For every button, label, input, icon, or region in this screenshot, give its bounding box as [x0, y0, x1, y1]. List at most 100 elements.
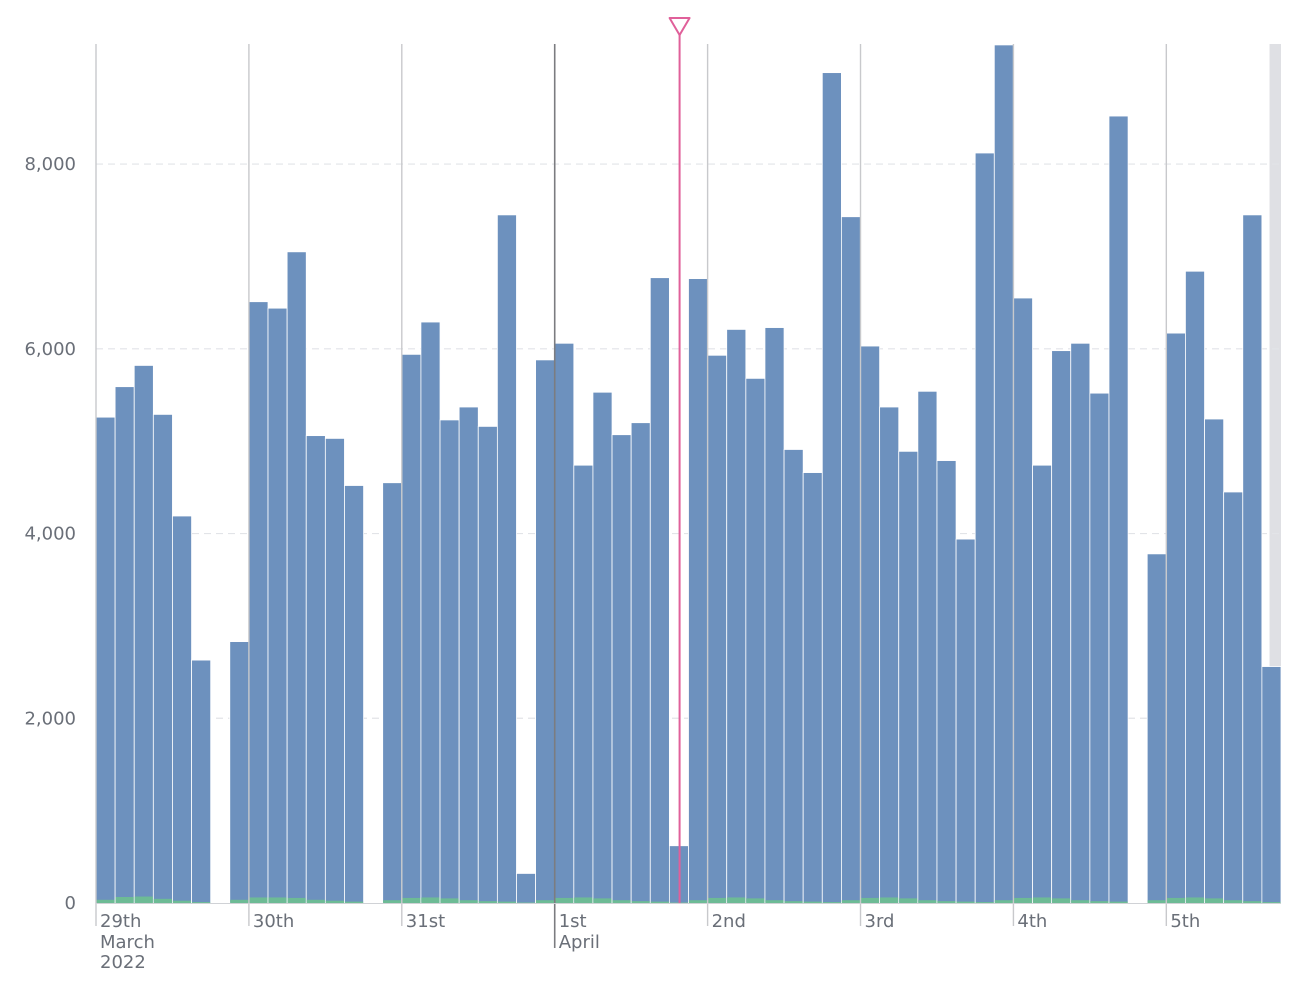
bar-secondary[interactable]: [1090, 901, 1108, 903]
bar-primary[interactable]: [765, 328, 784, 903]
bar-secondary[interactable]: [918, 900, 936, 903]
bar-primary[interactable]: [516, 873, 535, 903]
bar-secondary[interactable]: [402, 898, 420, 903]
bar-primary[interactable]: [822, 73, 841, 903]
bar-secondary[interactable]: [116, 897, 134, 903]
bar-primary[interactable]: [708, 355, 727, 903]
bar-secondary[interactable]: [230, 900, 248, 903]
bar-secondary[interactable]: [804, 902, 822, 903]
bar-primary[interactable]: [325, 438, 344, 903]
bar-secondary[interactable]: [784, 901, 802, 903]
bar-secondary[interactable]: [536, 900, 554, 903]
bar-secondary[interactable]: [1033, 897, 1051, 903]
bar-secondary[interactable]: [1071, 900, 1089, 903]
bar-secondary[interactable]: [1262, 902, 1280, 903]
bar-secondary[interactable]: [842, 900, 860, 903]
bar-primary[interactable]: [1224, 492, 1243, 903]
bar-secondary[interactable]: [823, 902, 841, 903]
bar-primary[interactable]: [421, 322, 440, 903]
bar-primary[interactable]: [1033, 465, 1052, 903]
bar-primary[interactable]: [1109, 116, 1128, 903]
bar-secondary[interactable]: [1224, 900, 1242, 903]
bar-primary[interactable]: [899, 451, 918, 903]
time-marker-handle-icon[interactable]: [670, 18, 690, 35]
bar-primary[interactable]: [344, 486, 363, 903]
bar-secondary[interactable]: [498, 902, 516, 903]
bar-primary[interactable]: [956, 539, 975, 903]
bar-secondary[interactable]: [899, 898, 917, 903]
bar-primary[interactable]: [631, 423, 650, 903]
bar-secondary[interactable]: [651, 902, 669, 903]
bar-secondary[interactable]: [192, 902, 210, 903]
bar-primary[interactable]: [650, 278, 669, 903]
bar-primary[interactable]: [96, 417, 115, 903]
bar-secondary[interactable]: [1014, 898, 1032, 903]
bar-secondary[interactable]: [154, 899, 172, 903]
bar-secondary[interactable]: [249, 897, 267, 903]
bar-primary[interactable]: [841, 217, 860, 903]
bar-primary[interactable]: [861, 346, 880, 903]
bar-primary[interactable]: [689, 279, 708, 903]
bar-primary[interactable]: [1166, 333, 1185, 903]
bar-secondary[interactable]: [956, 902, 974, 903]
bar-secondary[interactable]: [173, 901, 191, 903]
bar-primary[interactable]: [268, 308, 287, 903]
bar-primary[interactable]: [1071, 343, 1090, 903]
bar-secondary[interactable]: [689, 900, 707, 903]
bar-primary[interactable]: [994, 45, 1013, 903]
bar-primary[interactable]: [784, 449, 803, 903]
bar-secondary[interactable]: [1186, 897, 1204, 903]
bar-primary[interactable]: [287, 252, 306, 903]
bar-primary[interactable]: [746, 378, 765, 903]
bar-primary[interactable]: [803, 473, 822, 903]
bar-secondary[interactable]: [612, 900, 630, 903]
bar-secondary[interactable]: [632, 901, 650, 903]
bar-primary[interactable]: [306, 436, 325, 903]
bar-primary[interactable]: [574, 465, 593, 903]
bar-primary[interactable]: [192, 660, 211, 903]
bar-secondary[interactable]: [861, 898, 879, 903]
bar-secondary[interactable]: [746, 898, 764, 903]
bar-secondary[interactable]: [1243, 901, 1261, 903]
bar-secondary[interactable]: [268, 897, 286, 903]
bar-secondary[interactable]: [440, 898, 458, 903]
bar-primary[interactable]: [230, 642, 249, 903]
bar-secondary[interactable]: [1109, 902, 1127, 903]
bar-secondary[interactable]: [1205, 898, 1223, 903]
bar-primary[interactable]: [459, 407, 478, 903]
bar-primary[interactable]: [134, 365, 153, 903]
bar-primary[interactable]: [1013, 298, 1032, 903]
bar-secondary[interactable]: [421, 897, 439, 903]
bar-secondary[interactable]: [288, 898, 306, 903]
bar-secondary[interactable]: [1052, 898, 1070, 903]
bar-secondary[interactable]: [976, 902, 994, 903]
bar-secondary[interactable]: [326, 901, 344, 903]
bar-primary[interactable]: [880, 407, 899, 903]
bar-primary[interactable]: [172, 516, 191, 903]
bar-secondary[interactable]: [460, 900, 478, 903]
bar-primary[interactable]: [1262, 667, 1281, 903]
bar-secondary[interactable]: [765, 900, 783, 903]
bar-primary[interactable]: [1147, 554, 1166, 903]
bar-primary[interactable]: [440, 420, 459, 903]
bar-secondary[interactable]: [1148, 900, 1166, 903]
bar-secondary[interactable]: [345, 902, 363, 903]
bar-secondary[interactable]: [383, 900, 401, 903]
bar-secondary[interactable]: [593, 898, 611, 903]
bar-secondary[interactable]: [727, 897, 745, 903]
bar-primary[interactable]: [1090, 393, 1109, 903]
bar-primary[interactable]: [937, 461, 956, 903]
bar-secondary[interactable]: [479, 901, 497, 903]
bar-primary[interactable]: [593, 392, 612, 903]
bar-primary[interactable]: [612, 435, 631, 903]
bar-primary[interactable]: [536, 360, 555, 903]
bar-primary[interactable]: [1185, 271, 1204, 903]
bar-secondary[interactable]: [708, 898, 726, 903]
bar-primary[interactable]: [478, 426, 497, 903]
bar-primary[interactable]: [497, 215, 516, 903]
bar-secondary[interactable]: [1167, 898, 1185, 903]
bar-primary[interactable]: [402, 354, 421, 903]
bar-secondary[interactable]: [135, 897, 153, 903]
bar-secondary[interactable]: [574, 897, 592, 903]
bar-secondary[interactable]: [96, 900, 114, 903]
